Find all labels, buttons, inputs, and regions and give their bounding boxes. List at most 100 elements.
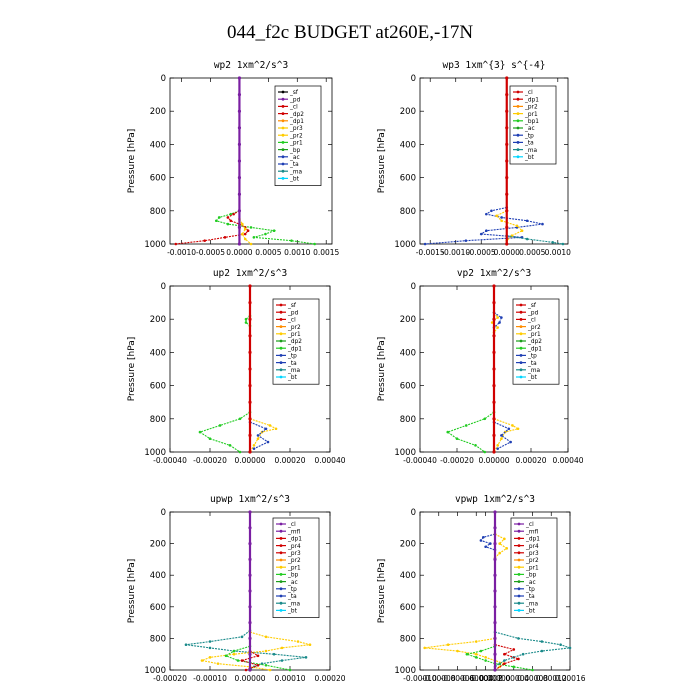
x-tick-label: 0.00016 xyxy=(554,674,585,683)
x-tick-label: -0.00008 xyxy=(422,674,456,683)
y-tick-label: 1000 xyxy=(144,448,166,458)
legend-marker xyxy=(281,155,285,159)
series-line-1 xyxy=(245,315,251,327)
legend-entry: _ma xyxy=(527,368,541,374)
x-tick-label: -0.0005 xyxy=(467,248,496,257)
data-point xyxy=(492,284,496,288)
data-point xyxy=(248,573,252,577)
x-tick-label: 0.0015 xyxy=(313,248,339,257)
legend-entry: _mfl xyxy=(287,529,301,535)
data-point xyxy=(505,242,509,246)
data-point xyxy=(280,659,284,662)
data-point xyxy=(505,93,509,97)
y-tick-label: 0 xyxy=(411,282,416,292)
x-tick-label: -0.00010 xyxy=(193,674,227,683)
data-point xyxy=(241,222,244,226)
x-tick-label: 0.00012 xyxy=(536,674,567,683)
legend-marker xyxy=(279,361,283,364)
x-tick-label: -0.00006 xyxy=(441,674,475,683)
data-point xyxy=(237,242,242,246)
x-tick-label: 0.0010 xyxy=(284,248,310,257)
legend-entry: _bt xyxy=(287,609,298,615)
data-point xyxy=(248,526,252,530)
data-point xyxy=(484,545,487,549)
legend-entry: _ma xyxy=(287,368,301,374)
legend-entry: _dp2 xyxy=(527,339,542,345)
legend-marker xyxy=(517,544,521,547)
data-point xyxy=(237,225,242,229)
data-point xyxy=(296,640,300,643)
x-tick-label: -0.0010 xyxy=(167,248,196,257)
data-point xyxy=(516,427,520,431)
legend-entry: _dp1 xyxy=(287,346,302,352)
data-point xyxy=(492,400,496,404)
data-point xyxy=(503,659,506,662)
data-point xyxy=(492,450,496,454)
data-point xyxy=(264,649,268,653)
data-point xyxy=(540,649,544,653)
data-point xyxy=(500,219,503,223)
y-tick-label: 0 xyxy=(161,508,166,518)
data-point xyxy=(498,551,501,555)
data-point xyxy=(248,557,252,562)
legend-marker xyxy=(281,90,285,94)
data-point xyxy=(237,126,242,130)
data-point xyxy=(493,621,497,625)
legend-entry: _bt xyxy=(289,177,300,183)
data-point xyxy=(216,662,220,665)
legend-marker xyxy=(279,368,283,372)
data-point xyxy=(512,665,516,669)
legend-entry: _pr3 xyxy=(287,551,301,557)
legend-entry: _ma xyxy=(524,148,538,154)
data-point xyxy=(485,229,488,233)
legend-entry: _pr1 xyxy=(527,332,541,338)
data-point xyxy=(226,216,230,219)
data-point xyxy=(237,142,242,146)
x-tick-label: -0.00020 xyxy=(440,456,474,465)
y-axis-label: Pressure [hPa] xyxy=(127,337,137,402)
data-point xyxy=(505,76,509,80)
series-line-1 xyxy=(425,206,543,245)
data-point xyxy=(308,643,312,647)
data-point xyxy=(268,424,272,427)
data-point xyxy=(304,656,308,659)
legend-marker xyxy=(519,332,523,336)
data-point xyxy=(505,142,509,146)
data-point xyxy=(248,589,252,593)
legend-entry: _bp xyxy=(525,573,537,579)
data-point xyxy=(244,317,248,321)
y-tick-label: 600 xyxy=(150,174,166,184)
x-tick-label: 0.00020 xyxy=(314,674,345,683)
x-tick-label: -0.0010 xyxy=(441,248,470,257)
data-point xyxy=(531,668,534,672)
y-tick-label: 600 xyxy=(400,603,416,613)
legend-marker xyxy=(516,133,520,137)
legend-marker xyxy=(519,346,523,350)
x-tick-label: 0.0000 xyxy=(494,248,520,257)
y-tick-label: 800 xyxy=(150,207,166,217)
data-point xyxy=(208,656,212,659)
x-tick-label: -0.00040 xyxy=(153,456,187,465)
data-point xyxy=(237,76,242,80)
legend-entry: _pr2 xyxy=(287,558,301,564)
legend-marker xyxy=(279,544,283,547)
data-point xyxy=(248,417,252,421)
data-point xyxy=(248,301,252,305)
data-point xyxy=(218,424,222,427)
data-point xyxy=(238,450,242,454)
legend-entry: _pr1 xyxy=(287,565,301,571)
legend-entry: _tp xyxy=(287,587,297,593)
y-tick-label: 600 xyxy=(150,382,166,392)
y-axis-label: Pressure [hPa] xyxy=(377,337,387,402)
series-line-2 xyxy=(198,411,251,453)
legend-entry: _bt xyxy=(524,155,535,161)
data-point xyxy=(493,573,497,577)
data-point xyxy=(505,547,509,550)
data-point xyxy=(568,646,572,650)
data-point xyxy=(525,219,529,223)
data-point xyxy=(489,542,492,545)
y-axis-label: Pressure [hPa] xyxy=(127,129,137,194)
data-point xyxy=(492,317,496,321)
chart-panel-4: vp2 1xm^2/s^3 Pressure [hPa] 0 200 400 600 800… xyxy=(377,268,584,465)
data-point xyxy=(249,242,253,246)
